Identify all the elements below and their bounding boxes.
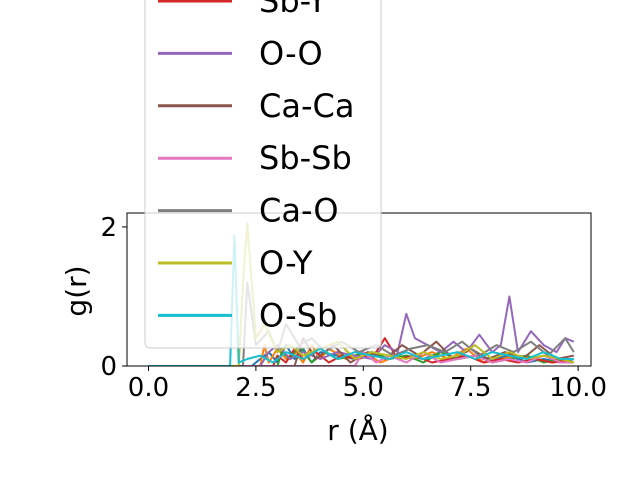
x-axis-label: r (Å) xyxy=(327,413,388,447)
legend-box xyxy=(144,0,382,349)
ticks: 0.0 2.5 5.0 7.5 10.0 0 2 xyxy=(100,213,607,403)
legend-label: Sb-Sb xyxy=(259,139,352,177)
y-tick-label: 2 xyxy=(100,213,117,243)
x-tick-label: 0.0 xyxy=(128,373,169,403)
plot-lines xyxy=(148,222,575,366)
legend-label: O-Sb xyxy=(259,296,337,334)
legend-label: O-O xyxy=(259,34,323,72)
series-line-6 xyxy=(148,351,574,366)
x-tick-label: 7.5 xyxy=(450,373,491,403)
y-axis-label: g(r) xyxy=(60,265,93,316)
series-line-9 xyxy=(148,234,574,366)
x-tick-label: 5.0 xyxy=(343,373,384,403)
legend-label: Ca-O xyxy=(259,192,339,230)
x-tick-label: 10.0 xyxy=(549,373,607,403)
y-tick-label: 0 xyxy=(100,352,117,382)
legend: Sb-Y O-O Ca-Ca Sb-Sb Ca-O O-Y O-Sb xyxy=(144,0,382,349)
legend-label: Ca-Ca xyxy=(259,87,354,125)
x-tick-label: 2.5 xyxy=(235,373,276,403)
legend-label: O-Y xyxy=(259,244,313,282)
legend-label: Sb-Y xyxy=(259,0,327,20)
